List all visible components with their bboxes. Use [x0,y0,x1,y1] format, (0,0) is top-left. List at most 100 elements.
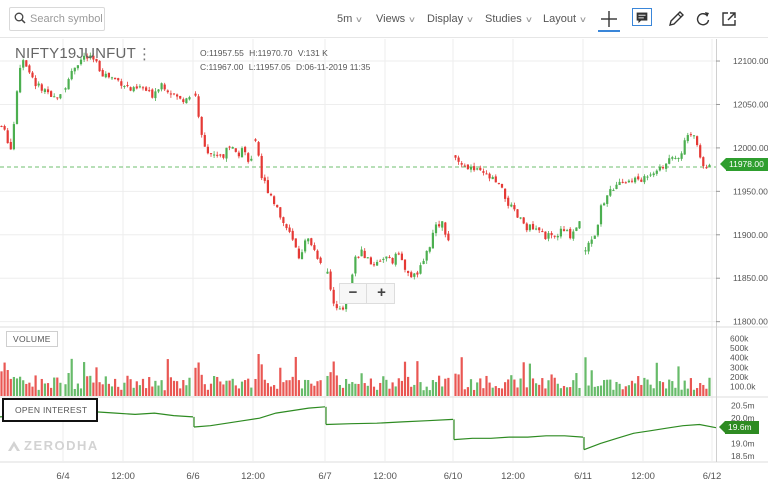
candle-body [382,258,385,260]
candle-body [510,204,513,207]
chevron-down-icon: ∨ [355,15,364,24]
candle-body [403,259,407,270]
volume-bar [655,362,658,396]
volume-bar [203,384,206,396]
volume-bar [166,359,169,396]
candle-body [291,230,294,240]
zoom-in-button[interactable]: + [377,284,386,301]
volume-bar [3,362,6,396]
volume-bar [86,376,89,396]
candle-body [397,253,400,255]
volume-bar [110,386,114,396]
time-tick-label: 6/10 [444,471,463,482]
search-box[interactable] [9,7,105,31]
volume-bar [132,387,135,396]
search-input[interactable] [30,11,102,27]
candle-body [491,176,494,180]
open-interest-line [0,406,717,451]
volume-bar [385,379,388,396]
volume-bar [547,380,550,396]
candle-body [680,153,683,159]
oi-tick-label: 20.5m [731,401,755,411]
volume-bar [216,376,219,396]
candle-body [482,171,485,173]
candle-body [513,205,516,210]
draw-button[interactable] [665,8,687,30]
ohlc-close: C:11967.00 [200,62,244,72]
refresh-button[interactable] [692,8,714,30]
oi-tick-label: 20.0m [731,413,755,423]
volume-bar [535,383,538,396]
volume-bar [689,378,692,396]
oi-segment [325,418,454,426]
candle-body [696,136,699,146]
volume-bar [319,380,322,396]
volume-bar [247,378,250,396]
interval-dropdown[interactable]: 5m ∨ [337,13,364,25]
candle-body [674,157,677,159]
volume-bar [310,383,313,396]
candle-body [686,135,689,142]
popout-button[interactable] [718,8,740,30]
volume-bar [394,386,397,396]
layout-dropdown[interactable]: Layout ∨ [543,13,587,25]
volume-bar [674,387,677,396]
candle-body [479,167,482,171]
volume-bar [419,382,422,396]
candle-body [203,135,206,147]
open-interest-current-tag: 19.6m [719,421,759,434]
candle-body [285,224,288,229]
studies-dropdown[interactable]: Studies ∨ [485,13,533,25]
candle-body [56,97,59,99]
display-dropdown[interactable]: Display ∨ [427,13,474,25]
candle-body [188,97,191,100]
views-dropdown[interactable]: Views ∨ [376,13,416,25]
volume-bar [194,367,197,396]
volume-bar [507,379,510,396]
candle-body [699,145,702,158]
volume-bar [64,384,67,396]
volume-panel-label[interactable]: VOLUME [6,331,58,347]
volume-bar [702,384,705,396]
candle-body [176,94,179,97]
volume-bar [646,379,649,396]
volume-bar [677,366,680,396]
crosshair-button[interactable] [598,8,620,32]
zoom-control: − + [339,283,395,304]
volume-bar [79,388,83,396]
volume-bar [403,361,407,396]
axes: 12100.00 12050.00 12000.00 11950.00 11900.00… [56,56,768,482]
volume-bar [43,383,46,396]
volume-bar [482,388,485,396]
volume-bar [457,374,460,396]
open-interest-panel-label[interactable]: OPEN INTEREST [2,398,98,422]
volume-bar [154,380,157,396]
data-window-button[interactable] [632,8,654,30]
volume-bar [705,388,708,396]
chart-grid [0,39,768,463]
candle-body [114,77,117,80]
volume-bar [56,377,59,396]
candle-body [599,205,603,225]
candle-body [282,217,285,223]
candle-body [31,72,34,78]
zoom-out-button[interactable]: − [340,284,367,303]
candle-body [234,148,237,152]
candle-body [237,152,240,157]
volume-bar [15,378,19,396]
candle-body [86,55,89,59]
candle-body [22,60,25,68]
volume-bar [348,383,351,396]
volume-bar [606,379,609,396]
candle-body [708,164,711,167]
candle-body [431,232,434,249]
volume-bar [73,388,76,396]
chart-area[interactable]: 12100.00 12050.00 12000.00 11950.00 11900.00… [0,39,768,491]
candle-body [553,235,556,237]
popout-icon [722,12,736,26]
volume-bar [50,387,53,396]
symbol-menu-icon[interactable]: ⋮ [137,46,152,63]
candle-body [294,238,297,248]
volume-bar [345,378,348,396]
candle-body [640,179,643,182]
